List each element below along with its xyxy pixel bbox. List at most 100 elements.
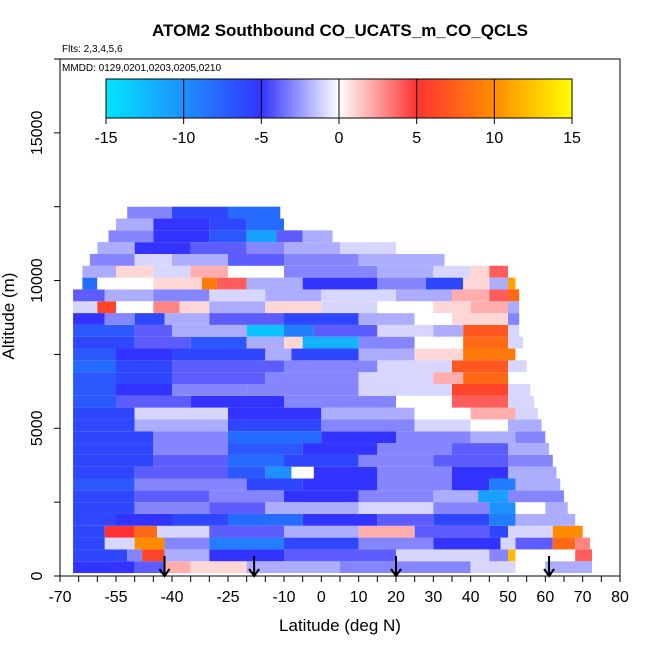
heatmap-cells — [73, 206, 592, 574]
heatmap-cell — [228, 443, 303, 455]
heatmap-cell — [82, 265, 116, 278]
heatmap-cell — [284, 265, 378, 278]
x-tick-label: -55 — [104, 589, 127, 606]
heatmap-cell — [116, 218, 154, 231]
heatmap-cell — [377, 265, 434, 278]
heatmap-cell — [153, 431, 228, 444]
x-tick-label: 70 — [574, 589, 592, 606]
heatmap-cell — [489, 478, 516, 491]
heatmap-cell — [414, 336, 464, 349]
heatmap-cell — [284, 525, 359, 538]
heatmap-cell — [545, 561, 592, 574]
heatmap-cell — [489, 277, 508, 290]
heatmap-cell — [104, 289, 154, 302]
heatmap-cell — [515, 407, 538, 420]
heatmap-cell — [157, 525, 210, 538]
heatmap-cell — [190, 242, 247, 254]
heatmap-cell — [73, 289, 105, 302]
x-tick-label: -10 — [272, 589, 295, 606]
heatmap-cell — [228, 454, 284, 467]
heatmap-cell — [73, 525, 105, 538]
heatmap-cell — [73, 431, 154, 444]
heatmap-cell — [246, 561, 340, 574]
heatmap-cell — [228, 431, 322, 444]
heatmap-cell — [452, 443, 508, 455]
heatmap-cell — [82, 277, 98, 290]
heatmap-cell — [414, 313, 452, 325]
heatmap-cell — [515, 478, 561, 491]
heatmap-cell — [515, 431, 546, 444]
heatmap-cell — [97, 277, 154, 290]
colorbar-tick-label: -5 — [254, 130, 268, 147]
heatmap-cell — [134, 419, 228, 432]
x-tick-label: -25 — [216, 589, 239, 606]
heatmap-cell — [358, 383, 452, 396]
heatmap-cell — [377, 478, 452, 491]
heatmap-cell — [489, 549, 508, 562]
heatmap-cell — [433, 324, 464, 337]
heatmap-cell — [470, 301, 508, 314]
heatmap-cell — [575, 549, 592, 562]
heatmap-cell — [246, 242, 284, 254]
heatmap-cell — [414, 525, 490, 538]
heatmap-cell — [508, 301, 520, 314]
heatmap-cell — [209, 549, 284, 562]
heatmap-cell — [545, 502, 568, 514]
heatmap-cell — [284, 395, 396, 408]
heatmap-cell — [209, 230, 247, 243]
heatmap-cell — [73, 419, 135, 432]
heatmap-cell — [209, 289, 266, 302]
heatmap-cell — [508, 289, 520, 302]
heatmap-cell — [284, 537, 359, 550]
heatmap-cell — [358, 525, 415, 538]
heatmap-cell — [104, 525, 135, 538]
heatmap-cell — [340, 242, 396, 254]
heatmap-cell — [89, 253, 135, 266]
heatmap-cell — [73, 478, 135, 491]
heatmap-cell — [433, 513, 490, 526]
heatmap-cell — [228, 265, 284, 278]
heatmap-cell — [164, 313, 210, 325]
heatmap-cell — [302, 443, 378, 455]
heatmap-cell — [452, 478, 490, 491]
heatmap-cell — [265, 348, 292, 361]
heatmap-cell — [433, 490, 479, 503]
y-tick-label: 15000 — [29, 111, 46, 156]
heatmap-cell — [73, 301, 98, 314]
heatmap-cell — [433, 502, 490, 514]
heatmap-cell — [515, 502, 546, 514]
y-tick-label: 5000 — [29, 410, 46, 446]
colorbar-tick-label: 10 — [485, 130, 503, 147]
heatmap-cell — [377, 466, 452, 479]
heatmap-cell — [463, 336, 508, 349]
heatmap-cell — [470, 419, 508, 432]
heatmap-cell — [284, 313, 359, 325]
heatmap-cell — [209, 525, 284, 538]
heatmap-cell — [164, 549, 210, 562]
heatmap-cell — [575, 537, 591, 550]
heatmap-cell — [452, 313, 508, 325]
heatmap-cell — [358, 336, 415, 349]
heatmap-cell — [340, 561, 471, 574]
heatmap-cell — [246, 324, 284, 337]
heatmap-cell — [190, 395, 284, 408]
heatmap-cell — [508, 490, 564, 503]
heatmap-cell — [73, 537, 105, 550]
heatmap-cell — [73, 561, 135, 574]
heatmap-cell — [104, 313, 135, 325]
heatmap-cell — [172, 348, 266, 361]
heatmap-cell — [73, 443, 154, 455]
heatmap-cell — [134, 336, 191, 349]
heatmap-cell — [377, 277, 426, 290]
heatmap-cell — [73, 395, 116, 408]
heatmap-cell — [134, 466, 228, 479]
heatmap-cell — [358, 454, 434, 467]
heatmap-cell — [73, 324, 135, 337]
heatmap-cell — [228, 513, 303, 526]
heatmap-cell — [508, 419, 542, 432]
chart-note: MMDD: 0129,0201,0203,0205,0210 — [62, 63, 221, 74]
chart-subtitle: Flts: 2,3,4,5,6 — [62, 44, 123, 55]
heatmap-cell — [73, 466, 135, 479]
heatmap-cell — [552, 525, 583, 538]
